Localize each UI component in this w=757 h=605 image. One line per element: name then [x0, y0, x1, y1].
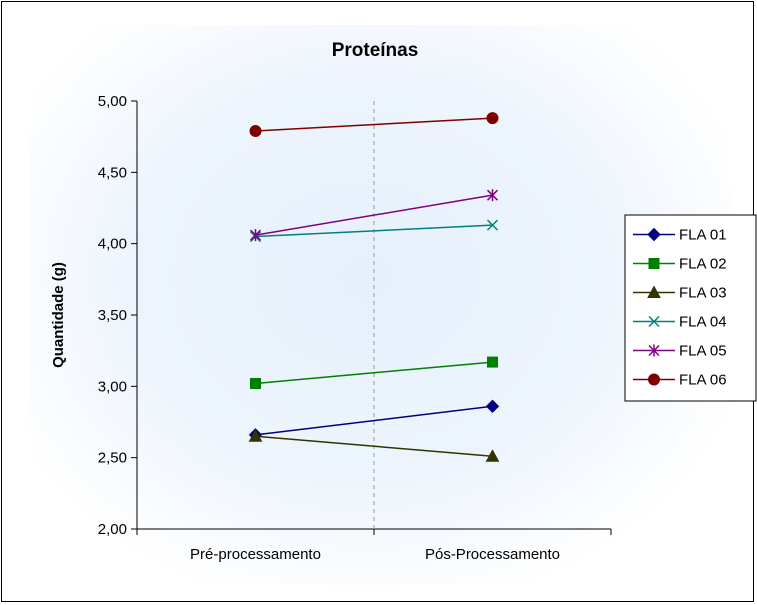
- series-line: [255, 405, 493, 436]
- legend-box: [624, 214, 757, 402]
- legend-item: FLA 04: [633, 314, 727, 331]
- data-point: [250, 377, 261, 389]
- legend-item: FLA 03: [633, 285, 727, 302]
- axes: 2,00 2,50 3,00 3,50 4,00 4,50 5,00 Pré-processa…: [98, 93, 612, 563]
- legend-label: FLA 03: [679, 285, 727, 302]
- data-point: [249, 229, 262, 242]
- y-tick-label: 3,50: [98, 307, 127, 324]
- legend-label: FLA 01: [679, 227, 727, 244]
- legend-item: FLA 01: [633, 227, 727, 244]
- chart-title: Proteínas: [332, 40, 419, 61]
- series-fla-03: [248, 429, 500, 462]
- data-point: [487, 356, 498, 368]
- series-line: [255, 435, 493, 457]
- legend-marker: [648, 373, 660, 386]
- series-line: [255, 117, 493, 132]
- y-tick-label: 4,00: [98, 236, 127, 253]
- data-point: [485, 449, 500, 462]
- series-line: [255, 361, 493, 385]
- y-tick-label: 5,00: [98, 93, 127, 110]
- series-fla-02: [250, 356, 498, 389]
- y-tick-label: 3,00: [98, 378, 127, 395]
- data-point: [486, 189, 499, 202]
- data-point: [248, 429, 263, 442]
- series-fla-05: [249, 189, 499, 242]
- data-point: [485, 399, 500, 414]
- x-tick-label: Pré-processamento: [190, 546, 321, 563]
- legend-label: FLA 05: [679, 343, 727, 360]
- legend-label: FLA 04: [679, 314, 727, 331]
- series-line: [255, 224, 493, 238]
- data-point: [486, 219, 499, 231]
- legend: FLA 01 FLA 02 FLA 03 FLA 04 FLA 05 FLA 06: [624, 214, 757, 402]
- legend-item: FLA 05: [633, 343, 727, 360]
- y-tick-label: 4,50: [98, 164, 127, 181]
- y-axis-label: Quantidade (g): [50, 262, 67, 368]
- legend-item: FLA 06: [633, 372, 727, 389]
- legend-marker: [647, 227, 661, 242]
- legend-marker: [648, 315, 660, 328]
- legend-label: FLA 06: [679, 372, 727, 389]
- series-layer: [248, 112, 500, 462]
- legend-marker: [648, 344, 660, 357]
- legend-marker: [647, 285, 661, 298]
- legend-marker: [648, 258, 660, 269]
- y-tick-label: 2,00: [98, 521, 127, 538]
- series-line: [255, 194, 493, 236]
- x-tick-label: Pós-Processamento: [425, 546, 560, 563]
- data-point: [249, 124, 262, 137]
- series-fla-06: [249, 112, 499, 137]
- y-tick-label: 2,50: [98, 450, 127, 467]
- legend-label: FLA 02: [679, 256, 727, 273]
- legend-item: FLA 02: [633, 256, 727, 273]
- data-point: [486, 112, 499, 125]
- plot-background: [30, 25, 730, 585]
